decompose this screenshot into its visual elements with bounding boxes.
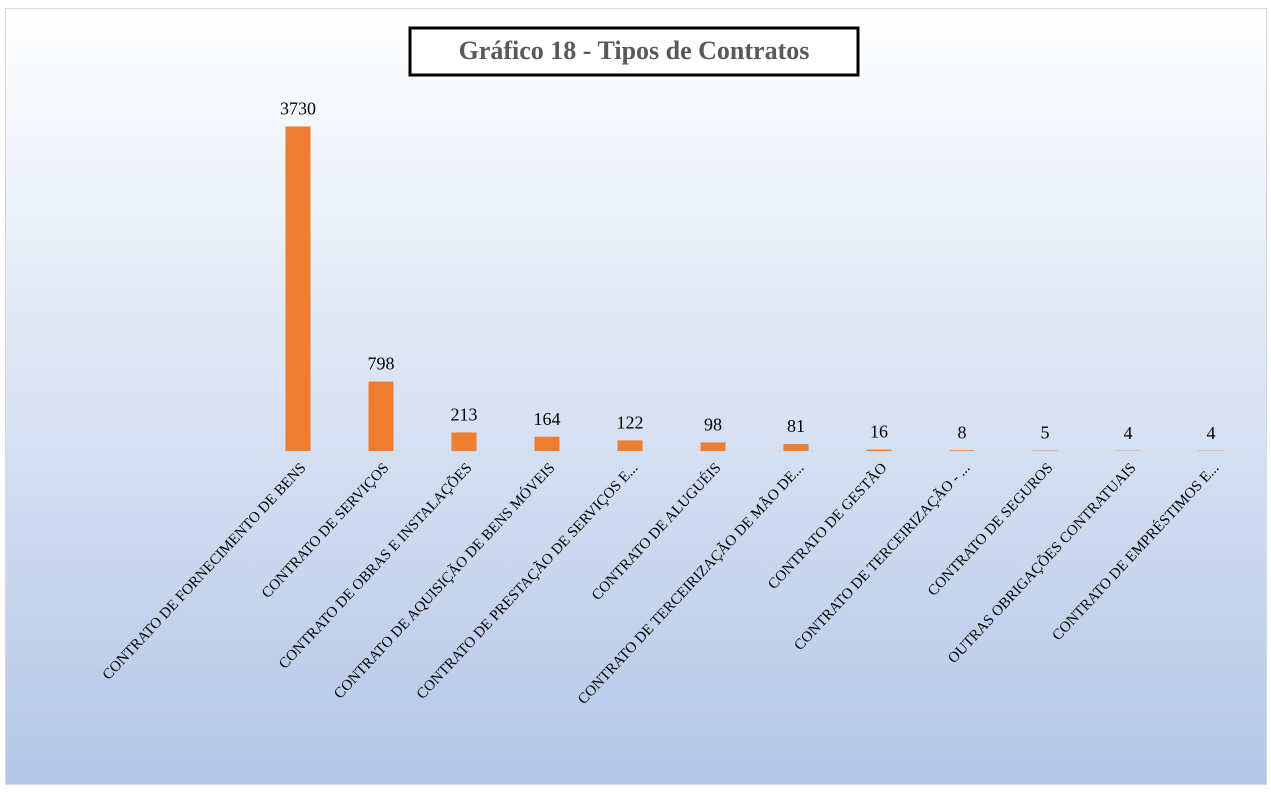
plot-background: [6, 9, 1267, 785]
bar: [950, 450, 975, 451]
data-label: 122: [617, 413, 644, 433]
data-label: 4: [1207, 423, 1216, 443]
data-label: 81: [787, 416, 805, 436]
bar: [286, 126, 311, 451]
bar: [867, 450, 892, 451]
data-label: 213: [451, 405, 478, 425]
data-label: 8: [958, 422, 967, 442]
bar: [784, 444, 809, 451]
data-label: 16: [870, 422, 888, 442]
bar: [701, 442, 726, 451]
data-label: 98: [704, 415, 722, 435]
bar: [369, 382, 394, 451]
data-label: 164: [534, 409, 561, 429]
data-label: 5: [1041, 423, 1050, 443]
bar: [535, 437, 560, 451]
chart-title: Gráfico 18 - Tipos de Contratos: [459, 36, 810, 65]
bar: [618, 440, 643, 451]
data-label: 798: [368, 354, 395, 374]
bar: [452, 432, 477, 451]
data-label: 3730: [280, 99, 316, 119]
data-label: 4: [1124, 423, 1133, 443]
